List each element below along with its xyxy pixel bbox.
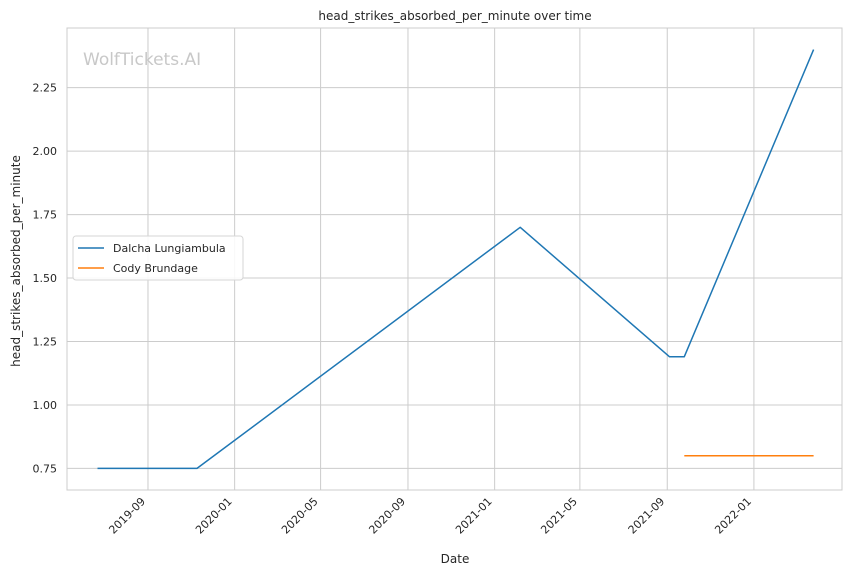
x-tick-label: 2019-09 [106,495,148,537]
chart-title: head_strikes_absorbed_per_minute over ti… [318,9,591,23]
y-axis-ticks: 0.75 1.00 1.25 1.50 1.75 2.00 2.25 [33,82,58,476]
y-tick-label: 1.25 [33,336,58,349]
x-axis-label: Date [441,552,470,566]
legend-entry-label: Dalcha Lungiambula [113,242,226,255]
y-tick-label: 2.00 [33,145,58,158]
series-line-0 [97,49,815,470]
x-tick-label: 2020-05 [279,495,321,537]
y-tick-label: 1.00 [33,399,58,412]
x-tick-label: 2022-01 [712,495,754,537]
legend: Dalcha Lungiambula Cody Brundage [72,235,244,281]
x-tick-label: 2021-09 [626,495,668,537]
legend-entry-label: Cody Brundage [113,262,198,275]
plot-frame [66,27,843,491]
y-tick-label: 2.25 [33,82,58,95]
y-tick-label: 1.75 [33,209,58,222]
watermark: WolfTickets.AI [83,50,201,70]
legend-box [72,235,244,281]
series-layer [97,49,815,470]
x-tick-label: 2020-09 [366,495,408,537]
x-tick-label: 2020-01 [193,495,235,537]
y-tick-label: 0.75 [33,462,58,475]
x-tick-label: 2021-05 [538,495,580,537]
y-tick-label: 1.50 [33,272,58,285]
y-axis-label: head_strikes_absorbed_per_minute [9,155,23,367]
x-tick-label: 2021-01 [453,495,495,537]
x-axis-ticks: 2019-09 2020-01 2020-05 2020-09 2021-01 2021-… [106,495,754,537]
